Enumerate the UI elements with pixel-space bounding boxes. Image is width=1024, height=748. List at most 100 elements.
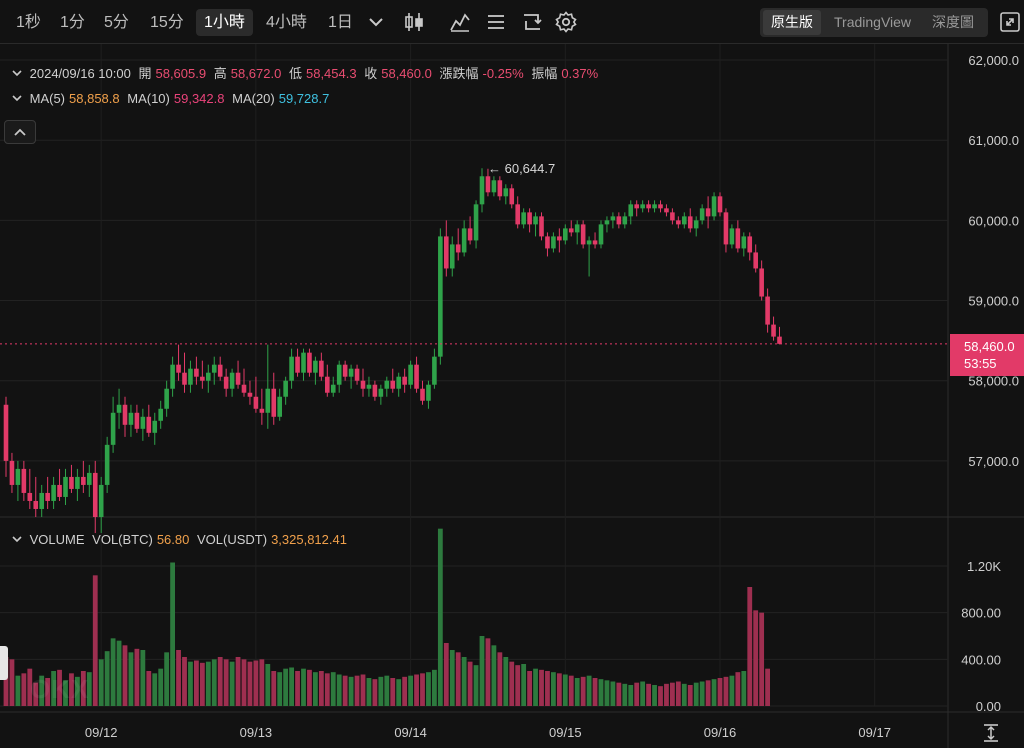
candle-body [217,364,223,377]
time-tick-label: 09/12 [85,725,118,740]
volume-tick-label: 800.00 [961,606,1001,621]
volume-bar [711,679,717,706]
volume-bar [545,671,550,706]
price-tick-label: 60,000.0 [968,213,1019,228]
volume-tick-label: 1.20K [967,559,1001,574]
replay-icon[interactable] [520,10,544,34]
volume-bar [437,528,443,706]
candle-body [545,236,550,249]
volume-bar [122,645,128,706]
volume-bar [45,678,51,706]
fullscreen-icon[interactable] [998,10,1022,34]
candle-body [527,212,532,225]
scale-toggle-icon[interactable] [980,722,1002,744]
candle-body [598,224,604,245]
candle-body [319,360,324,377]
price-axis: 62,000.0 61,000.0 60,000.0 59,000.0 58,000.0… [968,53,1019,469]
volume-bar [473,665,479,706]
timeframe-5m[interactable]: 5分 [104,14,129,31]
volume-bar [116,640,122,706]
collapse-legend-button[interactable] [4,120,36,144]
indicator-icon[interactable] [448,10,472,34]
volume-bar [687,685,693,706]
candle-body [557,236,562,241]
chevron-up-icon [14,128,26,136]
volume-bar [134,648,140,706]
view-native[interactable]: 原生版 [763,10,821,35]
candle-body [438,236,443,357]
chevron-down-icon[interactable] [10,66,24,80]
amplitude-value: 0.37% [561,66,599,81]
candle-body [384,380,390,389]
candle-body [634,204,639,209]
timeframe-15m[interactable]: 15分 [150,14,184,31]
volume-bar [675,681,681,706]
volume-bar [527,671,532,706]
candle-body [140,416,146,429]
view-tradingview[interactable]: TradingView [834,14,912,30]
chevron-down-icon[interactable] [10,532,24,546]
candle-body [51,484,56,501]
chevron-down-icon[interactable] [10,91,24,105]
volume-bar [354,675,360,706]
timeframe-1d[interactable]: 1日 [328,14,353,31]
candle-body [211,364,217,373]
volume-bar [33,682,39,706]
volume-bar [622,683,628,706]
price-chart[interactable]: 62,000.0 61,000.0 60,000.0 59,000.0 58,000.0… [0,44,1024,748]
timeframe-1s[interactable]: 1秒 [16,14,41,31]
candle-body [128,412,134,425]
volume-bar [366,678,372,706]
candle-body [723,212,729,245]
candle-body [765,296,770,325]
candle-body [687,216,693,229]
volume-bar [277,672,283,706]
candle-body [98,484,104,517]
chart-toolbar: 1秒 1分 5分 15分 1小時 4小時 1日 原生版 TradingView … [0,0,1024,44]
candle-body [164,388,169,409]
volume-bar [289,667,294,706]
candle-body [241,384,247,393]
time-tick-label: 09/15 [549,725,582,740]
candle-body [158,408,163,421]
candle-body [699,208,705,221]
view-depth[interactable]: 深度圖 [932,14,974,30]
candle-body [277,396,282,417]
volume-bar [479,636,485,706]
volume-pane-handle[interactable] [0,646,8,680]
volume-bar [699,681,705,706]
chevron-down-icon[interactable] [364,10,388,34]
volume-bars [3,528,770,706]
timeframe-1h[interactable]: 1小時 [196,9,253,36]
candle-body [63,476,68,497]
candle-body [259,408,265,413]
candle-body [461,228,467,253]
list-icon[interactable] [484,10,508,34]
candle-body [69,476,74,489]
volume-bar [432,669,437,706]
candle-body [75,476,80,489]
gear-icon[interactable] [554,10,578,34]
candle-body [729,228,735,245]
volume-bar [318,671,324,706]
candle-body [467,228,473,241]
timeframe-4h[interactable]: 4小時 [266,14,307,31]
volume-bar [247,661,253,706]
candle-type-icon[interactable] [402,10,426,34]
price-tick-label: 61,000.0 [968,133,1019,148]
change-value: -0.25% [482,66,524,81]
volume-bar [741,671,747,706]
candle-body [426,384,431,401]
volume-bar [497,652,503,706]
volume-bar [235,657,241,706]
candle-body [449,244,455,269]
amplitude-label: 振幅 [531,66,558,81]
ohlc-legend: 2024/09/16 10:00 開 58,605.9 高 58,672.0 低 58… [10,63,602,82]
volume-bar [80,671,86,706]
candle-body [753,252,758,269]
vol-usdt-label: VOL(USDT) [197,532,268,547]
candle-body [455,244,461,253]
volume-bar [723,676,729,706]
timeframe-1m[interactable]: 1分 [60,14,85,31]
candle-body [509,188,515,205]
